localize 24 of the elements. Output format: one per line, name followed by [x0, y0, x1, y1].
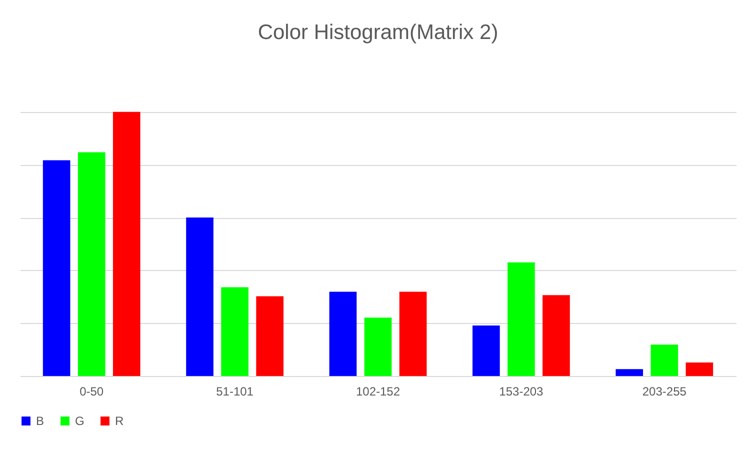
- bar: [364, 318, 392, 376]
- x-tick-label: 0-50: [80, 384, 104, 398]
- bar: [112, 112, 140, 376]
- bar: [650, 344, 678, 376]
- legend-label: G: [75, 414, 84, 428]
- bar: [42, 160, 70, 376]
- bar: [256, 296, 284, 376]
- bar: [616, 369, 644, 376]
- bar: [186, 218, 214, 376]
- legend-label: B: [36, 414, 44, 428]
- legend-label: R: [115, 414, 124, 428]
- bar: [329, 292, 357, 376]
- bar: [221, 287, 248, 376]
- x-tick-label: 51-101: [216, 384, 254, 398]
- bar: [542, 295, 570, 376]
- x-tick-label: 203-255: [642, 384, 687, 398]
- bar: [399, 292, 427, 376]
- bar: [508, 262, 535, 376]
- x-tick-label: 102-152: [356, 384, 400, 398]
- chart-title: Color Histogram(Matrix 2): [258, 21, 498, 44]
- x-tick-label: 153-203: [499, 384, 544, 398]
- bar: [472, 326, 500, 376]
- bar: [78, 152, 106, 376]
- bar: [686, 362, 714, 376]
